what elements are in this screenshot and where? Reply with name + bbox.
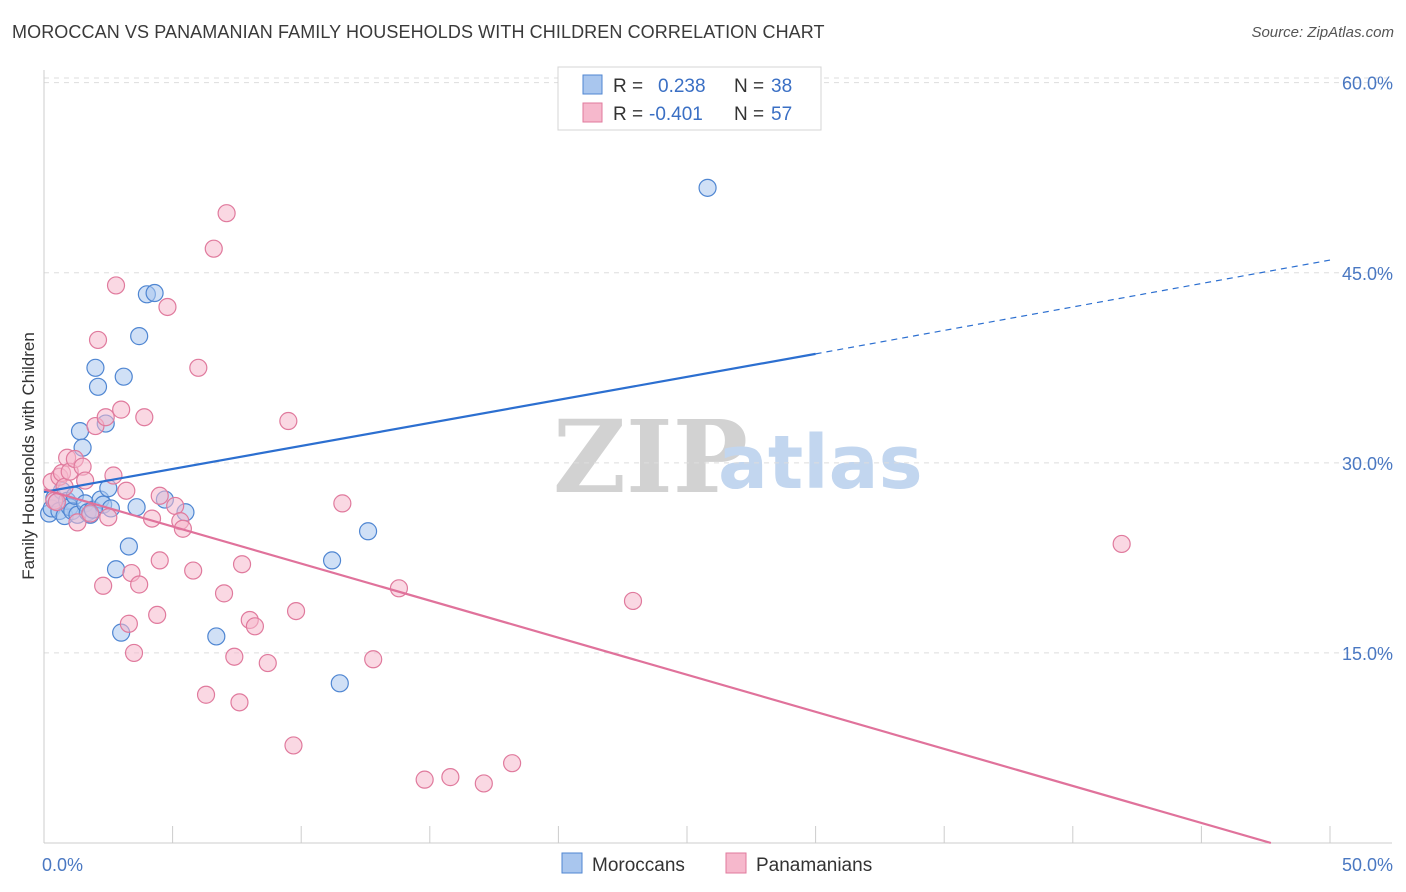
panamanians-point-46 — [258, 653, 277, 673]
panamanians-point-58 — [1112, 534, 1131, 554]
panamanians-point-51 — [364, 650, 383, 669]
panamanians-point-14 — [88, 330, 108, 350]
panamanians-point-55 — [474, 774, 493, 793]
panamanians-point-35 — [184, 561, 203, 580]
watermark: ZIP atlas — [553, 398, 923, 516]
panamanians-point-45 — [245, 617, 265, 636]
moroccans-point-30 — [130, 327, 149, 346]
panamanians-point-38 — [204, 239, 223, 258]
moroccans-point-28 — [119, 537, 138, 556]
source-credit: Source: ZipAtlas.com — [1251, 24, 1394, 41]
moroccans-point-12 — [70, 422, 90, 441]
moroccans-point-25 — [106, 560, 126, 579]
panamanians-point-20 — [112, 400, 131, 419]
legend-n-label-2: N = — [734, 104, 764, 125]
panamanians-points — [42, 204, 1131, 793]
x-ticks — [172, 826, 1331, 843]
panamanians-point-49 — [286, 601, 306, 621]
moroccans-point-37 — [330, 674, 349, 693]
panamanians-point-25 — [130, 575, 149, 594]
series-swatch-moroccans — [561, 852, 583, 874]
legend-n-label-1: N = — [734, 76, 764, 97]
panamanians-point-15 — [94, 576, 113, 595]
panamanians-point-32 — [166, 496, 185, 516]
panamanians-point-2 — [47, 493, 66, 512]
panamanians-point-26 — [135, 408, 154, 427]
panamanians-point-22 — [119, 614, 138, 633]
panamanians-point-41 — [225, 647, 244, 666]
panamanians-point-53 — [415, 770, 434, 789]
panamanians-point-30 — [150, 486, 169, 505]
panamanians-point-19 — [106, 276, 126, 295]
x-tick-label-max: 50.0% — [1342, 855, 1393, 875]
y-tick-labels: 15.0% 30.0% 45.0% 60.0% — [1342, 74, 1393, 664]
panamanians-point-40 — [217, 204, 236, 223]
panamanians-point-50 — [333, 494, 352, 513]
panamanians-point-17 — [99, 508, 118, 527]
panamanians-point-21 — [117, 481, 136, 500]
correlation-legend: R = 0.238 N = 38 R = -0.401 N = 57 — [557, 66, 822, 131]
moroccans-point-29 — [127, 498, 146, 517]
legend-r-value-2: -0.401 — [649, 104, 703, 125]
moroccans-point-27 — [114, 367, 133, 386]
panamanians-point-16 — [96, 408, 115, 427]
axes — [43, 70, 1392, 844]
moroccans-trend-line — [43, 352, 816, 494]
moroccans-point-19 — [88, 377, 108, 396]
panamanians-trend-line — [43, 488, 1272, 845]
moroccans-point-38 — [358, 522, 378, 541]
panamanians-point-42 — [230, 693, 249, 712]
panamanians-point-56 — [503, 754, 522, 773]
panamanians-point-12 — [81, 504, 100, 523]
legend-swatch-panamanians — [582, 102, 603, 123]
series-label-panamanians: Panamanians — [756, 855, 872, 876]
legend-r-label-1: R = — [613, 76, 643, 97]
moroccans-point-35 — [207, 627, 226, 646]
moroccans-point-36 — [322, 551, 342, 570]
trend-lines — [43, 259, 1331, 845]
y-tick-label-45: 45.0% — [1342, 264, 1393, 284]
legend-r-label-2: R = — [613, 104, 643, 125]
panamanians-point-36 — [189, 358, 208, 377]
legend-swatch-moroccans — [582, 74, 603, 95]
panamanians-point-37 — [196, 685, 216, 704]
moroccans-trend-extension — [815, 259, 1331, 355]
panamanians-point-47 — [279, 411, 298, 431]
legend-n-value-2: 57 — [771, 104, 792, 125]
panamanians-point-43 — [232, 555, 252, 574]
panamanians-point-28 — [148, 605, 167, 625]
y-axis-title: Family Households with Children — [19, 332, 38, 580]
panamanians-point-9 — [68, 513, 87, 532]
panamanians-point-29 — [150, 551, 169, 570]
y-tick-label-30: 30.0% — [1342, 454, 1393, 474]
watermark-zip: ZIP — [553, 398, 748, 516]
chart-title: MOROCCAN VS PANAMANIAN FAMILY HOUSEHOLDS… — [12, 22, 825, 42]
moroccans-point-32 — [145, 283, 164, 303]
panamanians-point-54 — [441, 768, 460, 787]
y-tick-label-15: 15.0% — [1342, 644, 1393, 664]
series-label-moroccans: Moroccans — [592, 855, 685, 876]
series-swatch-panamanians — [725, 852, 747, 874]
panamanians-point-31 — [158, 297, 177, 317]
moroccans-point-18 — [86, 358, 105, 377]
series-legend: Moroccans Panamanians — [561, 852, 872, 876]
panamanians-point-39 — [214, 584, 234, 603]
panamanians-point-48 — [284, 736, 303, 755]
legend-n-value-1: 38 — [771, 76, 792, 97]
x-tick-label-min: 0.0% — [42, 855, 83, 875]
panamanians-point-24 — [124, 643, 144, 663]
moroccans-point-39 — [698, 178, 717, 197]
y-tick-label-60: 60.0% — [1342, 74, 1393, 94]
legend-r-value-1: 0.238 — [658, 76, 706, 97]
panamanians-point-57 — [623, 591, 643, 611]
